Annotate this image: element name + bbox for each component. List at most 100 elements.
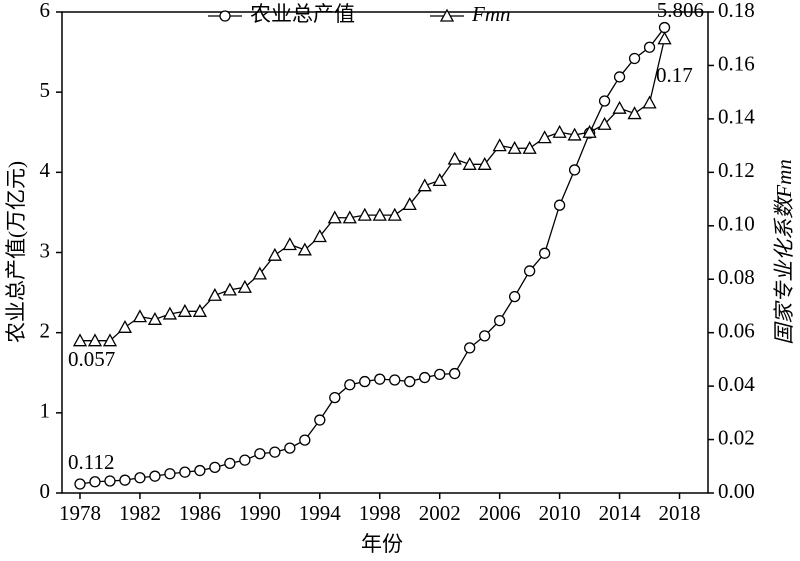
point [147, 311, 163, 325]
point [449, 367, 461, 380]
point [582, 124, 597, 138]
point [74, 478, 86, 490]
x-tick-label: 2006 [479, 501, 521, 525]
y2-tick-label: 0.14 [718, 105, 755, 129]
point [658, 21, 671, 34]
point [207, 287, 222, 301]
annotation: 0.057 [68, 347, 115, 371]
point [102, 333, 118, 347]
series-line [79, 27, 666, 485]
point [464, 342, 476, 354]
point [297, 242, 312, 256]
legend-label: 农业总产值 [250, 2, 355, 26]
y-tick-label: 2 [40, 318, 51, 342]
y2-tick-label: 0.10 [718, 212, 755, 236]
point [432, 172, 447, 186]
annotation: 5.806 [657, 0, 704, 22]
y-tick-label: 3 [40, 238, 51, 262]
y2-tick-label: 0.06 [718, 318, 755, 342]
point [597, 116, 612, 130]
point [104, 475, 116, 487]
point [179, 466, 191, 478]
point [269, 446, 281, 458]
point [477, 156, 492, 170]
point [344, 379, 356, 391]
series-line [79, 38, 666, 342]
point [657, 31, 672, 45]
point [284, 442, 296, 454]
point [192, 303, 207, 317]
y-tick-label: 5 [40, 78, 51, 102]
point [282, 237, 297, 251]
point [267, 247, 282, 261]
point [479, 330, 491, 342]
point [87, 333, 103, 347]
annotation: 0.112 [68, 450, 114, 474]
point [494, 314, 506, 327]
point [612, 100, 627, 114]
y2-tick-label: 0.04 [718, 372, 755, 396]
x-tick-label: 1990 [239, 501, 281, 525]
point [314, 414, 326, 426]
y-tick-label: 4 [40, 158, 51, 182]
point [209, 461, 221, 473]
point [642, 95, 657, 109]
point [538, 247, 551, 259]
point [523, 265, 536, 277]
point [177, 303, 192, 317]
x-axis-title: 年份 [361, 532, 403, 556]
point [627, 106, 642, 120]
point [89, 476, 101, 488]
point [567, 127, 582, 141]
y-tick-label: 6 [40, 0, 51, 22]
point [134, 472, 146, 484]
point [522, 140, 537, 154]
point [222, 282, 237, 296]
point [507, 140, 522, 154]
x-tick-label: 1986 [179, 501, 221, 525]
point [327, 210, 342, 224]
point [508, 290, 521, 303]
x-tick-label: 1998 [359, 501, 401, 525]
y-tick-label: 0 [40, 479, 51, 503]
point [492, 138, 507, 152]
point [342, 210, 357, 224]
point [162, 306, 178, 320]
point [374, 373, 386, 385]
point [552, 124, 567, 138]
point [239, 454, 251, 466]
point [387, 207, 402, 221]
y2-tick-label: 0.00 [718, 479, 755, 503]
point [447, 151, 462, 165]
point [252, 266, 267, 280]
point [132, 309, 148, 323]
point [359, 375, 371, 388]
y2-tick-label: 0.12 [718, 158, 755, 182]
x-tick-label: 1994 [299, 501, 342, 525]
x-tick-label: 1982 [119, 501, 161, 525]
y-axis-title: 农业总产值(万亿元) [4, 161, 28, 343]
point [553, 199, 566, 211]
plot-frame [61, 11, 709, 494]
point [299, 434, 311, 446]
point [628, 52, 641, 65]
y2-tick-label: 0.18 [718, 0, 755, 22]
y2-axis-title: 国家专业化系数Fmn [772, 159, 796, 345]
point [462, 156, 477, 170]
x-tick-label: 2018 [659, 501, 701, 525]
point [254, 448, 266, 460]
point [117, 319, 133, 333]
point [164, 468, 176, 480]
point [194, 464, 206, 477]
point [224, 457, 236, 469]
annotation: 0.17 [656, 63, 693, 87]
point [568, 164, 581, 176]
point [329, 391, 341, 404]
legend-marker [439, 8, 455, 22]
legend-marker [219, 10, 231, 22]
point [312, 229, 327, 243]
point [419, 371, 431, 384]
point [402, 197, 417, 211]
x-tick-label: 2010 [539, 501, 581, 525]
